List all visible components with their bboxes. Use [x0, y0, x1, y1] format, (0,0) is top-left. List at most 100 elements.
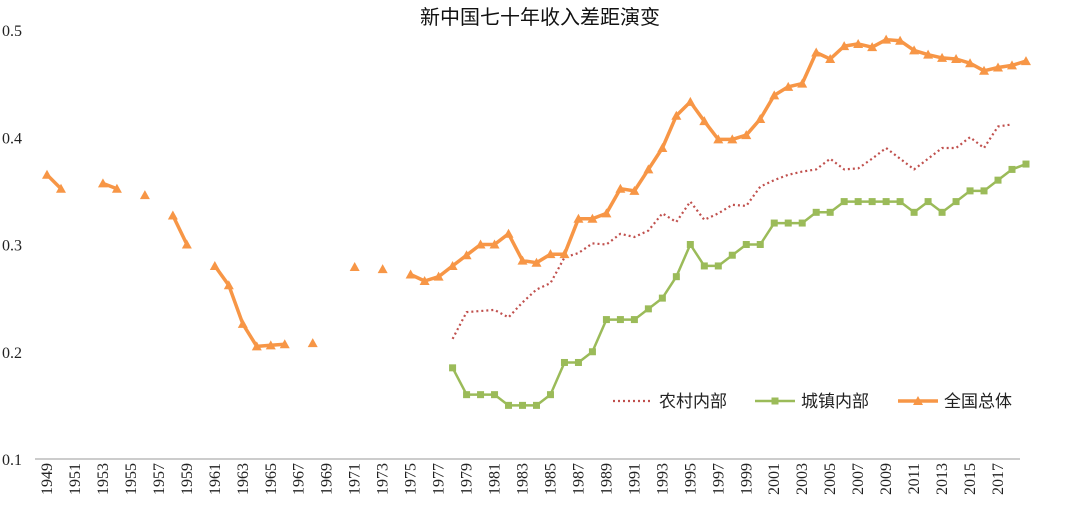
x-axis-ticks: 1949 1951 1953 1955 1957 1959 1961 1963 1965 1967… [39, 463, 1007, 495]
x-tick-label: 2017 [990, 463, 1007, 495]
data-point [587, 213, 598, 223]
data-point [630, 316, 638, 324]
data-point [574, 358, 582, 366]
data-point [433, 271, 444, 281]
data-point [812, 208, 820, 216]
data-point [349, 262, 360, 272]
x-tick-label: 1993 [654, 463, 671, 495]
data-point [895, 35, 906, 45]
x-tick-label: 2015 [962, 463, 979, 495]
x-tick-label: 1949 [39, 463, 56, 495]
data-point [993, 62, 1004, 72]
data-point [980, 187, 988, 195]
data-point [700, 262, 708, 270]
y-tick-label: 0.1 [2, 452, 22, 469]
data-point [517, 255, 528, 265]
data-point [209, 260, 220, 270]
data-point [405, 269, 416, 279]
data-point [685, 96, 696, 106]
legend-marker [913, 396, 923, 405]
data-point [1007, 60, 1017, 70]
x-tick-label: 1963 [235, 463, 252, 495]
data-point [573, 213, 584, 223]
x-tick-label: 1997 [710, 463, 727, 495]
data-point [868, 198, 876, 206]
data-point [658, 294, 666, 302]
data-point [377, 264, 388, 274]
data-point [629, 185, 640, 195]
series-1 [449, 160, 1030, 409]
data-point [532, 401, 540, 409]
x-tick-label: 1957 [151, 463, 168, 495]
data-point [686, 241, 694, 248]
x-tick-label: 1961 [207, 463, 224, 495]
data-point [769, 90, 780, 100]
data-point [601, 208, 612, 218]
data-point [505, 401, 513, 409]
data-point [1022, 160, 1030, 168]
x-tick-label: 1965 [263, 463, 280, 495]
data-point [994, 176, 1002, 184]
data-point [449, 364, 457, 372]
data-point [588, 348, 596, 356]
data-point [447, 260, 458, 270]
series-line [409, 37, 1027, 283]
data-point [756, 241, 764, 248]
data-point [839, 41, 850, 51]
data-point [811, 47, 822, 57]
data-point [853, 38, 864, 48]
x-tick-label: 1981 [487, 463, 504, 495]
data-point [477, 391, 485, 399]
x-tick-label: 2013 [934, 463, 951, 495]
x-tick-label: 1989 [598, 463, 615, 495]
data-point [784, 219, 792, 227]
data-point [882, 198, 890, 206]
data-point [938, 208, 946, 216]
legend-item: 农村内部 [613, 392, 727, 412]
x-tick-label: 1977 [431, 463, 448, 495]
data-point [531, 257, 542, 267]
data-point [139, 190, 150, 200]
y-tick-label: 0.5 [2, 23, 22, 40]
data-point [909, 45, 920, 55]
data-point [755, 114, 766, 124]
x-tick-label: 2009 [878, 463, 895, 495]
data-point [279, 339, 290, 349]
data-point [770, 219, 778, 227]
x-tick-label: 2011 [906, 463, 923, 494]
data-point [167, 210, 178, 220]
data-point [559, 249, 570, 259]
data-point [545, 249, 556, 259]
data-point [181, 239, 192, 249]
y-tick-label: 0.3 [2, 238, 22, 255]
data-point [896, 198, 904, 206]
series-0 [451, 123, 1013, 340]
data-point [461, 250, 472, 260]
x-tick-label: 1999 [738, 463, 755, 495]
data-point [602, 316, 610, 324]
series-line [171, 214, 189, 246]
data-point [979, 65, 990, 75]
data-point [1020, 56, 1031, 66]
data-point [615, 183, 626, 193]
data-point [881, 34, 892, 44]
legend-item: 城镇内部 [755, 392, 869, 412]
series-layer [42, 34, 1031, 409]
y-tick-label: 0.2 [2, 345, 22, 362]
data-point [560, 358, 568, 366]
data-point [644, 305, 652, 313]
x-tick-label: 1951 [67, 463, 84, 495]
x-tick-label: 2007 [850, 463, 867, 495]
x-tick-label: 1975 [403, 463, 420, 495]
data-point [952, 198, 960, 206]
data-point [924, 198, 932, 206]
x-tick-label: 1983 [515, 463, 532, 495]
data-point [419, 275, 430, 285]
x-tick-label: 2001 [766, 463, 783, 495]
x-tick-label: 1953 [95, 463, 112, 495]
x-tick-label: 1959 [179, 463, 196, 495]
data-point [475, 239, 486, 249]
data-point [826, 208, 834, 216]
x-tick-label: 1971 [347, 463, 364, 495]
